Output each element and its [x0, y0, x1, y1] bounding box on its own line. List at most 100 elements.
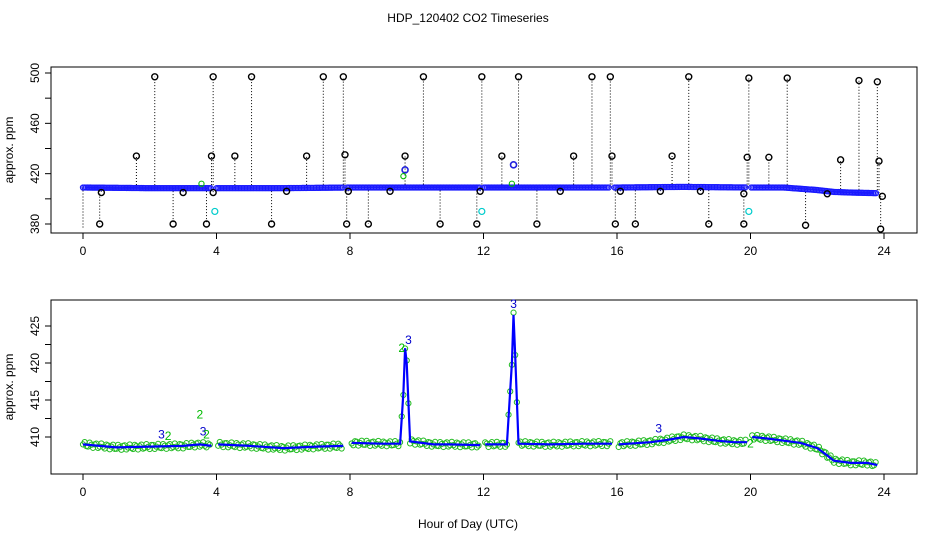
x-tick-label-16: 16 — [610, 244, 624, 258]
x-tick-label-12: 12 — [477, 485, 491, 499]
spike-point — [745, 74, 753, 82]
spike-point — [342, 220, 351, 228]
spike-point — [873, 78, 882, 86]
point-annotation: 3 — [158, 427, 165, 441]
y-tick-label-410: 410 — [28, 427, 42, 447]
point-annotation: 2 — [196, 408, 203, 422]
highlight-point — [401, 166, 409, 174]
spike-point — [514, 73, 523, 81]
point-annotation: 2 — [747, 436, 754, 450]
spike-point — [685, 73, 693, 81]
x-tick-label-12: 12 — [477, 244, 491, 258]
spike-point — [836, 156, 845, 164]
point-annotation: 3 — [655, 422, 662, 436]
spike-point — [875, 157, 883, 165]
spike-point — [95, 220, 104, 228]
spike-point — [247, 73, 256, 81]
spike-point — [169, 220, 177, 228]
series-line — [218, 443, 344, 450]
point-annotation: 3 — [405, 333, 412, 347]
spike-point — [783, 74, 791, 82]
spike-point — [616, 187, 625, 195]
spike-point — [344, 187, 353, 195]
spike-point — [878, 192, 887, 201]
spike-point — [401, 152, 409, 160]
series-line — [618, 435, 748, 446]
x-tick-label-24: 24 — [877, 485, 891, 499]
x-tick-label-4: 4 — [213, 485, 220, 499]
point-annotation: 2 — [165, 429, 172, 443]
figure-title: HDP_120402 CO2 Timeseries — [387, 11, 548, 25]
x-tick-label-20: 20 — [744, 485, 758, 499]
x-axis-label: Hour of Day (UTC) — [418, 517, 518, 531]
spike-point — [606, 73, 615, 81]
point-annotation: 2 — [398, 341, 405, 355]
spike-point — [556, 187, 564, 195]
x-tick-label-4: 4 — [213, 244, 220, 258]
spike-point — [498, 152, 506, 160]
cyan-point — [211, 207, 219, 216]
spike-point — [608, 152, 616, 160]
spike-point — [267, 220, 276, 228]
cyan-point — [478, 207, 486, 216]
spike-point — [533, 220, 541, 228]
baseline-point — [605, 184, 612, 191]
series-point — [817, 447, 824, 454]
spike-point — [478, 73, 486, 81]
x-tick-label-0: 0 — [80, 485, 87, 499]
point-annotation: 2 — [203, 427, 210, 441]
y-tick-label-460: 460 — [28, 113, 42, 133]
x-tick-label-8: 8 — [347, 244, 354, 258]
spike-point — [876, 225, 885, 233]
baseline-point — [872, 189, 880, 197]
spike-point — [364, 220, 373, 228]
cyan-point — [745, 207, 753, 216]
highlight-point — [509, 161, 518, 169]
spike-point — [339, 73, 348, 81]
y-tick-label-425: 425 — [28, 316, 42, 336]
point-annotation: 3 — [200, 425, 207, 439]
spike-point — [696, 187, 705, 195]
series-point — [740, 440, 747, 447]
y-tick-label-420: 420 — [28, 163, 42, 183]
spike-point — [473, 220, 481, 228]
y-tick-label-415: 415 — [28, 390, 42, 410]
spike-point — [179, 188, 187, 197]
baseline-point — [476, 184, 483, 191]
baseline-point — [742, 184, 749, 191]
x-tick-label-16: 16 — [610, 485, 624, 499]
spike-point — [740, 190, 748, 198]
x-tick-label-24: 24 — [877, 244, 891, 258]
spike-point — [855, 76, 863, 85]
spike-point — [419, 73, 428, 81]
series-line — [752, 435, 878, 467]
spike-point — [386, 187, 394, 195]
spike-point — [631, 220, 640, 228]
spike-point — [823, 190, 831, 198]
series-line — [485, 314, 612, 446]
spike-point — [207, 152, 216, 160]
spike-point — [319, 73, 327, 81]
spike-point — [705, 220, 713, 228]
spike-point — [740, 220, 748, 228]
spike-point — [588, 73, 596, 81]
y-axis-label: approx. ppm — [2, 117, 16, 184]
y-tick-label-420: 420 — [28, 353, 42, 373]
series-line — [351, 348, 481, 447]
spike-point — [209, 73, 217, 81]
spike-point — [97, 188, 106, 197]
spike-point — [476, 187, 484, 195]
plot-frame — [50, 66, 918, 234]
spike-point — [302, 152, 311, 160]
spike-point — [132, 152, 141, 160]
baseline-point — [339, 184, 346, 191]
spike-point — [801, 221, 810, 229]
green-point — [400, 173, 407, 180]
green-point — [508, 180, 516, 187]
y-axis-label: approx. ppm — [2, 354, 16, 421]
series-point — [825, 454, 833, 461]
spike-point — [282, 187, 291, 195]
y-tick-label-380: 380 — [28, 214, 42, 234]
spike-point — [151, 73, 159, 81]
spike-point — [668, 152, 676, 160]
